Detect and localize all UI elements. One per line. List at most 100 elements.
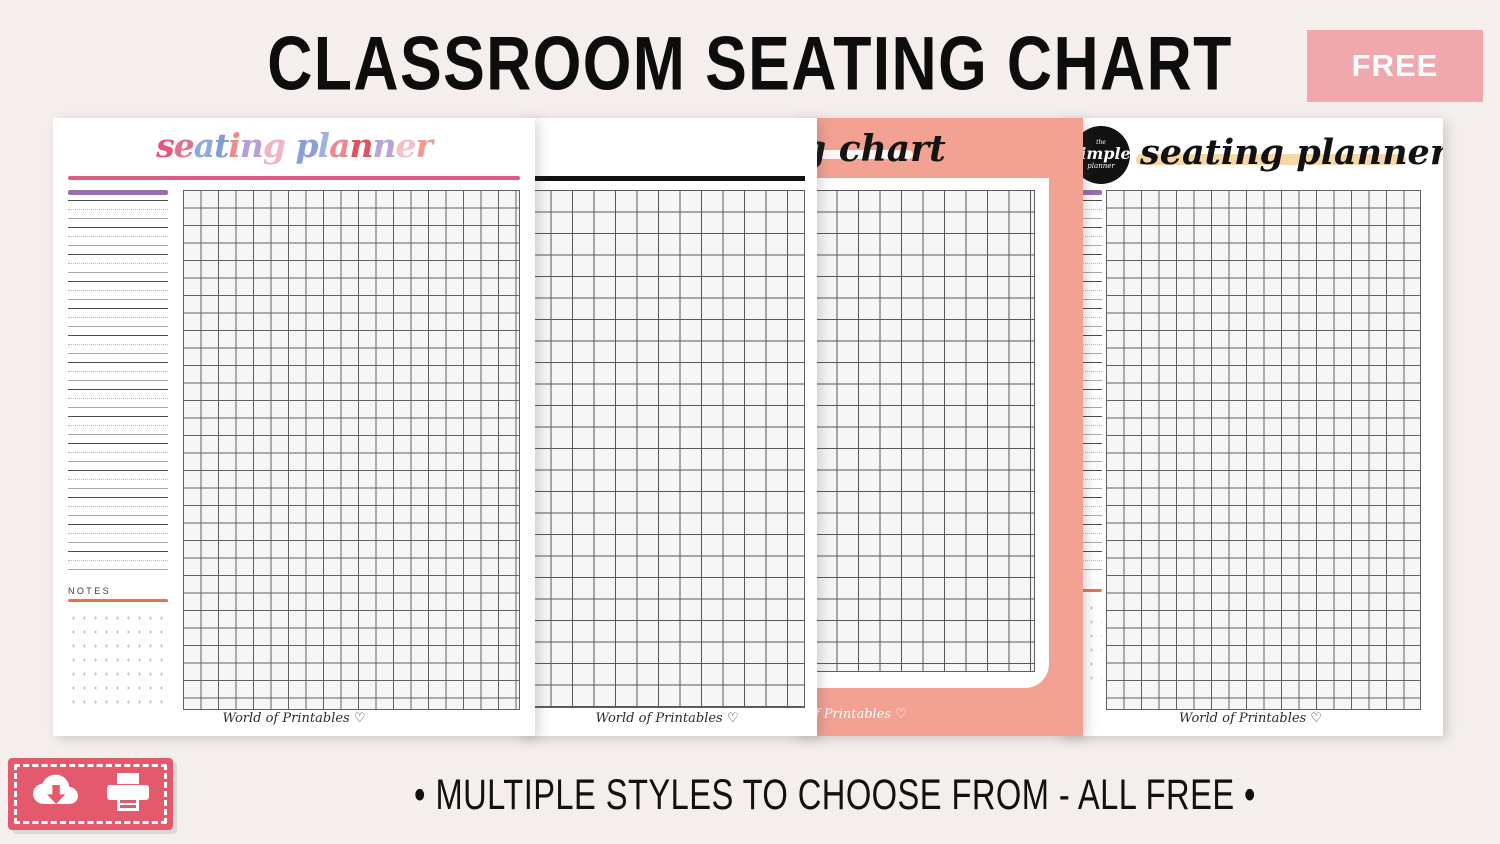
- ruled-line: [68, 551, 168, 552]
- page-1-notes-section: NOTES: [68, 586, 168, 711]
- ruled-line: [68, 398, 168, 399]
- ruled-line: [68, 362, 168, 363]
- printer-icon[interactable]: [105, 771, 151, 818]
- ruled-line: [68, 569, 168, 570]
- cloud-download-icon[interactable]: [30, 772, 82, 817]
- ruled-line: [68, 407, 168, 408]
- page-1-title: seating planner: [53, 126, 535, 165]
- ruled-line: [68, 209, 168, 210]
- ruled-line: [1064, 398, 1102, 399]
- ruled-line: [1064, 209, 1102, 210]
- ruled-line: [1064, 290, 1102, 291]
- ruled-line: [68, 218, 168, 219]
- ruled-line: [1064, 443, 1102, 444]
- ruled-line: [1064, 227, 1102, 228]
- ruled-line: [1064, 200, 1102, 201]
- free-badge: FREE: [1307, 30, 1483, 102]
- free-badge-label: FREE: [1351, 48, 1439, 83]
- preview-page-3[interactable]: g chart of Printables ♡: [793, 118, 1083, 736]
- ruled-line: [68, 344, 168, 345]
- ruled-line: [1064, 389, 1102, 390]
- page-4-seating-grid: [1106, 190, 1421, 710]
- ruled-line: [68, 443, 168, 444]
- page-1-title-letter: r: [415, 126, 432, 165]
- notes-label: NOTES: [68, 586, 112, 596]
- ruled-line: [68, 461, 168, 462]
- ruled-line: [68, 524, 168, 525]
- ruled-line: [1064, 326, 1102, 327]
- ruled-line: [68, 434, 168, 435]
- page-4-column-header: [1064, 190, 1102, 195]
- page-1-credit: World of Printables ♡: [222, 711, 366, 726]
- page-4-title-highlight: [1136, 154, 1406, 165]
- ruled-line: [1064, 560, 1102, 561]
- ruled-line: [68, 290, 168, 291]
- page-3-title-highlight: [793, 150, 913, 159]
- download-print-badge[interactable]: [8, 758, 173, 830]
- page-1-column-header: [68, 190, 168, 195]
- page-1-title-letter: t: [214, 126, 229, 165]
- ruled-line: [68, 371, 168, 372]
- ruled-line: [1064, 470, 1102, 471]
- preview-page-4[interactable]: the simple planner seating planner World…: [1058, 118, 1443, 736]
- ruled-line: [1064, 254, 1102, 255]
- preview-page-1[interactable]: seating planner NOTES World of Printable…: [53, 118, 535, 736]
- ruled-line: [68, 479, 168, 480]
- ruled-line: [1064, 506, 1102, 507]
- ruled-line: [68, 317, 168, 318]
- ruled-line: [1064, 461, 1102, 462]
- ruled-line: [68, 281, 168, 282]
- ruled-line: [1064, 569, 1102, 570]
- ruled-line: [68, 380, 168, 381]
- ruled-line: [68, 506, 168, 507]
- page-4-title: seating planner: [1140, 132, 1443, 173]
- header-bar: CLASSROOM SEATING CHART FREE: [0, 0, 1500, 118]
- logo-line-planner: planner: [1087, 161, 1115, 170]
- ruled-line: [68, 389, 168, 390]
- ruled-line: [1064, 362, 1102, 363]
- ruled-line: [1064, 515, 1102, 516]
- page-1-title-letter: p: [295, 126, 318, 165]
- page-1-divider: [68, 176, 520, 180]
- ruled-line: [68, 245, 168, 246]
- ruled-line: [68, 452, 168, 453]
- ruled-line: [1064, 335, 1102, 336]
- ruled-line: [68, 497, 168, 498]
- ruled-line: [1064, 236, 1102, 237]
- ruled-line: [1064, 416, 1102, 417]
- ruled-line: [68, 272, 168, 273]
- page-1-title-letter: a: [329, 126, 350, 165]
- page-1-title-letter: g: [262, 126, 286, 165]
- ruled-line: [1064, 317, 1102, 318]
- ruled-line: [1064, 299, 1102, 300]
- page-4-name-column: [1064, 190, 1102, 578]
- ruled-line: [1064, 524, 1102, 525]
- ruled-line: [1064, 353, 1102, 354]
- page-1-title-letter: l: [317, 126, 331, 165]
- ruled-line: [1064, 479, 1102, 480]
- page-3-title: g chart: [801, 128, 946, 170]
- ruled-line: [68, 353, 168, 354]
- ruled-line: [68, 227, 168, 228]
- ruled-line: [1064, 434, 1102, 435]
- ruled-line: [68, 326, 168, 327]
- ruled-line: [1064, 497, 1102, 498]
- ruled-line: [68, 542, 168, 543]
- logo-line-the: the: [1096, 138, 1106, 146]
- ruled-line: [1064, 308, 1102, 309]
- preview-page-2[interactable]: World of Printables ♡: [517, 118, 817, 736]
- page-3-inner-panel: [801, 178, 1049, 688]
- ruled-line: [1064, 263, 1102, 264]
- page-1-title-letter: e: [173, 126, 195, 165]
- bottom-bar: • MULTIPLE STYLES TO CHOOSE FROM - ALL F…: [0, 746, 1500, 844]
- ruled-line: [68, 335, 168, 336]
- notes-divider: [68, 599, 168, 602]
- ruled-line: [68, 263, 168, 264]
- page-4-notes-divider: [1064, 589, 1102, 592]
- ruled-line: [68, 236, 168, 237]
- page-2-seating-grid: [529, 190, 805, 708]
- ruled-line: [68, 515, 168, 516]
- ruled-line: [1064, 407, 1102, 408]
- ruled-line: [1064, 371, 1102, 372]
- ruled-line: [68, 470, 168, 471]
